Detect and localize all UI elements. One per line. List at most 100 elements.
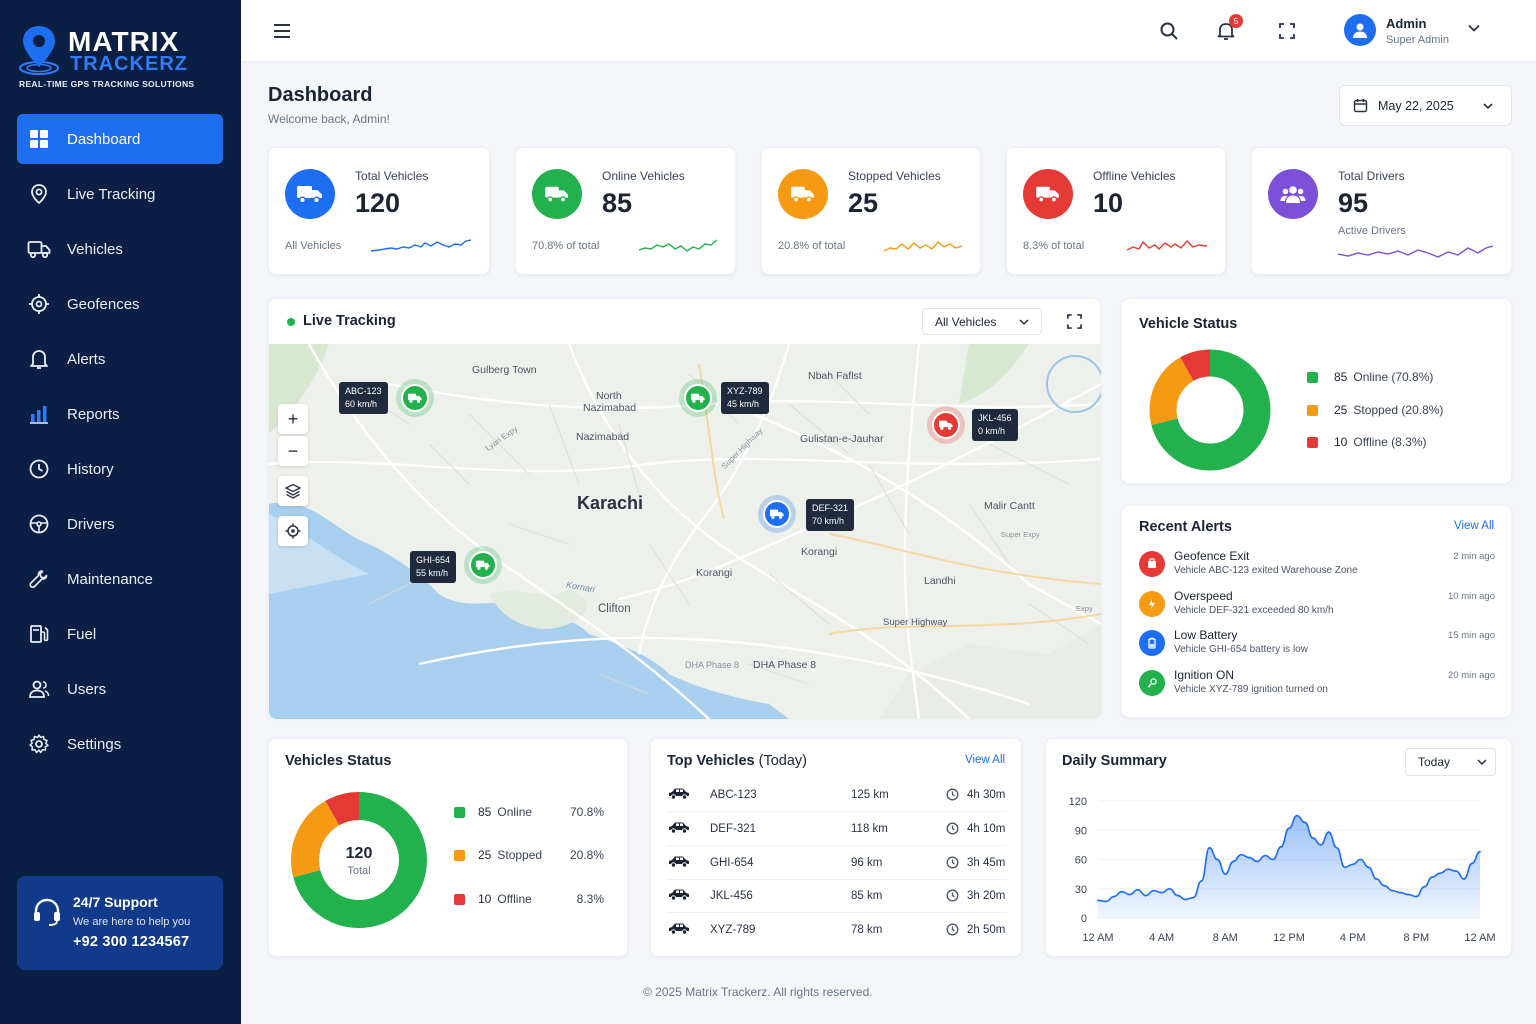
vehicle-distance: 85 km — [851, 890, 883, 903]
alerts-view-all-link[interactable]: View All — [1454, 520, 1495, 532]
stat-card-stopped-vehicles[interactable]: Stopped Vehicles 25 20.8% of total — [761, 147, 981, 275]
data-point — [1152, 889, 1155, 892]
sidebar-item-vehicles[interactable]: Vehicles — [17, 224, 223, 274]
search-button[interactable] — [1156, 18, 1182, 44]
data-point — [1335, 846, 1338, 849]
vehicle-marker[interactable] — [396, 379, 434, 417]
stat-footnote: All Vehicles — [285, 240, 342, 252]
date-picker[interactable]: May 22, 2025 — [1339, 85, 1512, 126]
legend-count: 25 — [478, 848, 492, 862]
data-point — [1256, 860, 1259, 863]
alert-item[interactable]: Geofence Exit Vehicle ABC-123 exited War… — [1139, 549, 1495, 587]
table-row[interactable]: DEF-321 118 km 4h 10m — [667, 813, 1007, 846]
sidebar-item-settings[interactable]: Settings — [17, 719, 223, 769]
truck-icon — [1023, 169, 1073, 219]
vehicle-tag: JKL-456 0 km/h — [972, 409, 1018, 441]
geofence-exit-icon — [1139, 551, 1165, 577]
vehicle-filter-select[interactable]: All Vehicles — [922, 308, 1042, 335]
legend-swatch — [454, 893, 465, 905]
calendar-icon — [1353, 99, 1368, 113]
sparkline — [371, 239, 471, 252]
brand-logo[interactable]: MATRIX TRACKERZ REAL-TIME GPS TRACKING S… — [18, 24, 228, 94]
sidebar-item-reports[interactable]: Reports — [17, 389, 223, 439]
alert-item[interactable]: Overspeed Vehicle DEF-321 exceeded 80 km… — [1139, 589, 1495, 627]
vehicle-tag: GHI-654 55 km/h — [410, 551, 457, 583]
stat-card-offline-vehicles[interactable]: Offline Vehicles 10 8.3% of total — [1006, 147, 1226, 275]
tracking-map[interactable]: Gulberg Town North Nazimabad Nazimabad N… — [269, 344, 1101, 719]
vehicle-marker[interactable] — [758, 495, 796, 533]
data-point — [1407, 893, 1410, 896]
map-label: North — [596, 390, 622, 402]
zoom-in-button[interactable]: + — [278, 404, 308, 434]
stat-card-total-vehicles[interactable]: Total Vehicles 120 All Vehicles — [268, 147, 490, 275]
top-vehicles-list: ABC-123 125 km 4h 30m DEF-321 118 km 4h 10m GH… — [651, 779, 1023, 951]
table-row[interactable]: XYZ-789 78 km 2h 50m — [667, 914, 1007, 947]
sidebar-item-dashboard[interactable]: Dashboard — [17, 114, 223, 164]
alert-item[interactable]: Ignition ON Vehicle XYZ-789 ignition tur… — [1139, 668, 1495, 706]
sidebar-item-drivers[interactable]: Drivers — [17, 499, 223, 549]
clock-icon — [946, 788, 959, 801]
data-point — [1240, 853, 1243, 856]
sidebar-item-maintenance[interactable]: Maintenance — [17, 554, 223, 604]
sidebar-item-live-tracking[interactable]: Live Tracking — [17, 169, 223, 219]
stat-footnote: 8.3% of total — [1023, 240, 1085, 252]
vehicle-tag-speed: 0 km/h — [978, 426, 1006, 436]
sidebar-item-geofences[interactable]: Geofences — [17, 279, 223, 329]
fullscreen-button[interactable] — [1274, 18, 1300, 44]
table-row[interactable]: JKL-456 85 km 3h 20m — [667, 880, 1007, 914]
x-tick-label: 12 PM — [1273, 932, 1305, 944]
legend-swatch — [454, 806, 465, 818]
live-tracking-title: Live Tracking — [303, 313, 396, 329]
sidebar-item-alerts[interactable]: Alerts — [17, 334, 223, 384]
user-menu[interactable]: Admin Super Admin — [1344, 14, 1484, 48]
sidebar-item-fuel[interactable]: Fuel — [17, 609, 223, 659]
x-tick-label: 12 AM — [1464, 932, 1495, 944]
stat-label: Stopped Vehicles — [848, 169, 941, 183]
legend-label: Stopped (20.8%) — [1353, 403, 1444, 417]
ignition-key-icon — [1139, 670, 1165, 696]
recent-alerts-title: Recent Alerts — [1139, 519, 1232, 535]
data-point — [1351, 863, 1354, 866]
stat-footnote: Active Drivers — [1338, 225, 1406, 237]
alert-item[interactable]: Low Battery Vehicle GHI-654 battery is l… — [1139, 628, 1495, 666]
vehicle-marker[interactable] — [464, 546, 502, 584]
map-fullscreen-icon[interactable] — [1067, 314, 1082, 329]
stat-card-online-vehicles[interactable]: Online Vehicles 85 70.8% of total — [515, 147, 736, 275]
vehicle-id: DEF-321 — [710, 822, 757, 835]
menu-toggle-button[interactable] — [269, 18, 295, 44]
table-row[interactable]: ABC-123 125 km 4h 30m — [667, 779, 1007, 812]
top-vehicles-view-all-link[interactable]: View All — [965, 754, 1006, 766]
stat-card-total-drivers[interactable]: Total Drivers 95 Active Drivers — [1251, 147, 1512, 275]
locate-me-button[interactable] — [278, 516, 308, 546]
sidebar-item-users[interactable]: Users — [17, 664, 223, 714]
data-point — [1232, 860, 1235, 863]
map-label: Landhi — [924, 575, 956, 587]
map-layers-button[interactable] — [278, 476, 308, 506]
support-card[interactable]: 24/7 Support We are here to help you +92… — [17, 876, 223, 970]
target-icon — [27, 292, 51, 316]
vehicle-marker[interactable] — [927, 406, 965, 444]
vehicle-tag-speed: 45 km/h — [727, 399, 760, 409]
data-point — [1216, 858, 1219, 861]
period-select[interactable]: Today — [1405, 748, 1496, 776]
table-row[interactable]: GHI-654 96 km 3h 45m — [667, 847, 1007, 880]
zoom-out-button[interactable]: − — [278, 436, 308, 466]
legend-label: Offline (8.3%) — [1353, 435, 1427, 449]
sidebar-item-label: Settings — [67, 735, 122, 753]
legend-item-stopped: 25 Stopped (20.8%) — [1307, 403, 1443, 417]
sidebar-item-history[interactable]: History — [17, 444, 223, 494]
notifications-button[interactable]: 5 — [1213, 14, 1243, 44]
daily-summary-title: Daily Summary — [1062, 753, 1167, 769]
legend-label: Stopped — [497, 848, 543, 862]
vehicle-duration: 4h 30m — [967, 789, 1006, 801]
wrench-icon — [27, 567, 51, 591]
legend-item-offline: 10 Offline 8.3% — [454, 892, 604, 906]
alert-time: 20 min ago — [1447, 670, 1495, 681]
support-phone[interactable]: +92 300 1234567 — [73, 934, 190, 950]
vehicle-marker[interactable] — [679, 379, 717, 417]
x-tick-label: 12 AM — [1082, 932, 1113, 944]
sparkline — [1127, 239, 1207, 251]
user-role: Super Admin — [1386, 34, 1449, 46]
legend-percent: 8.3% — [576, 892, 604, 906]
truck-icon — [532, 169, 582, 219]
